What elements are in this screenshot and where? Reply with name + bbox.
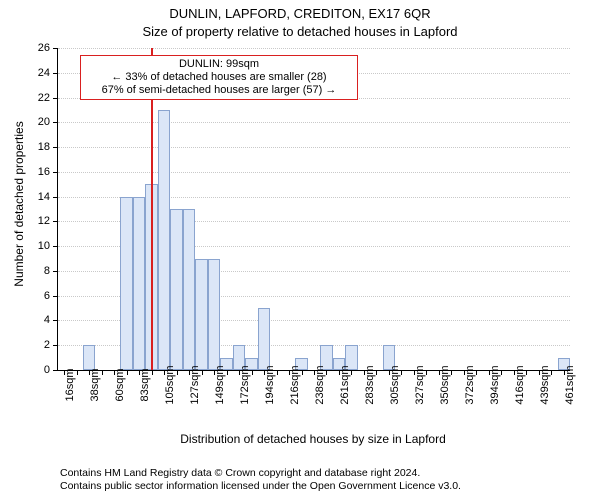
ytick-mark xyxy=(53,271,58,272)
ytick-mark xyxy=(53,370,58,371)
xtick-label: 172sqm xyxy=(239,365,251,404)
ytick-mark xyxy=(53,221,58,222)
xtick-mark xyxy=(426,370,427,375)
xtick-mark xyxy=(277,370,278,375)
xtick-label: 38sqm xyxy=(89,368,101,401)
ytick-label: 2 xyxy=(44,339,50,351)
ytick-label: 24 xyxy=(38,67,50,79)
xtick-label: 327sqm xyxy=(414,365,426,404)
ytick-label: 22 xyxy=(38,92,50,104)
reference-annotation: DUNLIN: 99sqm ← 33% of detached houses a… xyxy=(80,55,358,100)
xtick-label: 350sqm xyxy=(439,365,451,404)
histogram-bar xyxy=(195,259,207,370)
ytick-label: 12 xyxy=(38,215,50,227)
ytick-mark xyxy=(53,122,58,123)
gridline-h xyxy=(58,122,570,123)
xtick-label: 439sqm xyxy=(539,365,551,404)
xtick-mark xyxy=(202,370,203,375)
xtick-label: 16sqm xyxy=(64,368,76,401)
xtick-label: 461sqm xyxy=(564,365,576,404)
xtick-mark xyxy=(326,370,327,375)
annot-line-2: ← 33% of detached houses are smaller (28… xyxy=(87,71,351,84)
xtick-label: 83sqm xyxy=(139,368,151,401)
xtick-mark xyxy=(302,370,303,375)
ytick-mark xyxy=(53,147,58,148)
xtick-label: 305sqm xyxy=(389,365,401,404)
ytick-label: 10 xyxy=(38,240,50,252)
xtick-label: 283sqm xyxy=(364,365,376,404)
chart-title-1: DUNLIN, LAPFORD, CREDITON, EX17 6QR xyxy=(0,6,600,21)
footer-line-1: Contains HM Land Registry data © Crown c… xyxy=(60,467,461,480)
ytick-label: 14 xyxy=(38,191,50,203)
ytick-mark xyxy=(53,296,58,297)
xtick-label: 394sqm xyxy=(489,365,501,404)
xtick-label: 149sqm xyxy=(214,365,226,404)
ytick-label: 4 xyxy=(44,314,50,326)
histogram-bar xyxy=(183,209,195,370)
ytick-mark xyxy=(53,73,58,74)
ytick-mark xyxy=(53,172,58,173)
histogram-bar xyxy=(158,110,170,370)
gridline-h xyxy=(58,48,570,49)
histogram-bar xyxy=(120,197,132,370)
xtick-mark xyxy=(526,370,527,375)
ytick-label: 26 xyxy=(38,42,50,54)
xtick-label: 194sqm xyxy=(264,365,276,404)
xtick-label: 127sqm xyxy=(189,365,201,404)
xtick-label: 105sqm xyxy=(164,365,176,404)
ytick-mark xyxy=(53,48,58,49)
ytick-label: 0 xyxy=(44,364,50,376)
xtick-mark xyxy=(177,370,178,375)
xtick-mark xyxy=(476,370,477,375)
xtick-mark xyxy=(351,370,352,375)
ytick-label: 6 xyxy=(44,290,50,302)
histogram-bar xyxy=(83,345,95,370)
footer-line-2: Contains public sector information licen… xyxy=(60,480,461,493)
ytick-mark xyxy=(53,246,58,247)
xtick-mark xyxy=(451,370,452,375)
histogram-bar xyxy=(258,308,270,370)
xtick-mark xyxy=(401,370,402,375)
xtick-label: 372sqm xyxy=(464,365,476,404)
ytick-mark xyxy=(53,197,58,198)
gridline-h xyxy=(58,172,570,173)
footer: Contains HM Land Registry data © Crown c… xyxy=(60,467,461,493)
xtick-mark xyxy=(152,370,153,375)
histogram-bar xyxy=(170,209,182,370)
ytick-label: 16 xyxy=(38,166,50,178)
xtick-mark xyxy=(102,370,103,375)
annot-line-1: DUNLIN: 99sqm xyxy=(87,58,351,71)
y-axis-title: Number of detached properties xyxy=(12,104,26,304)
xtick-mark xyxy=(227,370,228,375)
xtick-mark xyxy=(551,370,552,375)
ytick-label: 8 xyxy=(44,265,50,277)
gridline-h xyxy=(58,147,570,148)
xtick-mark xyxy=(501,370,502,375)
ytick-mark xyxy=(53,98,58,99)
annot-line-3: 67% of semi-detached houses are larger (… xyxy=(87,84,351,97)
xtick-mark xyxy=(127,370,128,375)
ytick-mark xyxy=(53,345,58,346)
histogram-bar xyxy=(208,259,220,370)
ytick-label: 20 xyxy=(38,116,50,128)
xtick-mark xyxy=(77,370,78,375)
x-axis-title: Distribution of detached houses by size … xyxy=(57,432,569,446)
ytick-label: 18 xyxy=(38,141,50,153)
histogram-bar xyxy=(133,197,145,370)
ytick-mark xyxy=(53,320,58,321)
xtick-label: 238sqm xyxy=(314,365,326,404)
xtick-mark xyxy=(252,370,253,375)
xtick-label: 60sqm xyxy=(114,368,126,401)
xtick-label: 216sqm xyxy=(289,365,301,404)
xtick-label: 261sqm xyxy=(339,365,351,404)
xtick-label: 416sqm xyxy=(514,365,526,404)
xtick-mark xyxy=(376,370,377,375)
chart-title-2: Size of property relative to detached ho… xyxy=(0,24,600,39)
